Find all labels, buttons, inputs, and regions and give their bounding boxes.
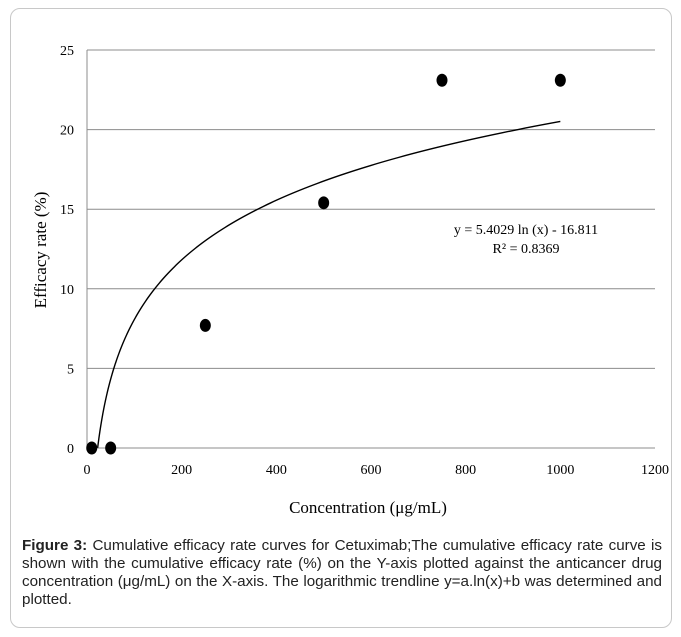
- y-tick-label: 5: [67, 362, 74, 377]
- y-tick-label: 0: [67, 442, 74, 457]
- log-trendline: [96, 120, 561, 448]
- r-squared-label: R² = 0.8369: [493, 242, 560, 257]
- x-tick-label: 1000: [546, 463, 574, 478]
- x-tick-labels: 0 200 400 600 800 1000 1200: [84, 463, 670, 478]
- y-tick-label: 25: [60, 44, 74, 59]
- trendline-equation: y = 5.4029 ln (x) - 16.811: [454, 223, 598, 238]
- x-tick-label: 200: [171, 463, 192, 478]
- data-point: [86, 441, 98, 455]
- data-point: [105, 441, 117, 455]
- efficacy-chart: 0 200 400 600 800 1000 1200 0 5 10 15 20 25 y = 5.4…: [31, 44, 670, 517]
- x-tick-label: 0: [84, 463, 91, 478]
- x-tick-label: 600: [361, 463, 382, 478]
- data-point: [554, 73, 566, 87]
- y-tick-label: 10: [60, 283, 74, 298]
- data-points: [86, 73, 566, 455]
- caption-text: Cumulative efficacy rate curves for Cetu…: [22, 537, 662, 608]
- caption-label: Figure 3:: [22, 537, 88, 554]
- x-tick-label: 400: [266, 463, 287, 478]
- y-tick-label: 15: [60, 203, 74, 218]
- data-point: [199, 318, 211, 332]
- y-tick-label: 20: [60, 124, 74, 139]
- y-axis-title: Efficacy rate (%): [31, 192, 50, 309]
- figure-frame: [10, 8, 672, 628]
- y-tick-labels: 0 5 10 15 20 25: [60, 44, 74, 457]
- x-tick-label: 800: [455, 463, 476, 478]
- data-point: [318, 196, 330, 210]
- data-point: [436, 73, 448, 87]
- y-gridlines: [87, 49, 655, 369]
- figure-caption: Figure 3: Cumulative efficacy rate curve…: [22, 537, 662, 609]
- x-tick-label: 1200: [641, 463, 669, 478]
- x-axis-title: Concentration (μg/mL): [289, 498, 447, 517]
